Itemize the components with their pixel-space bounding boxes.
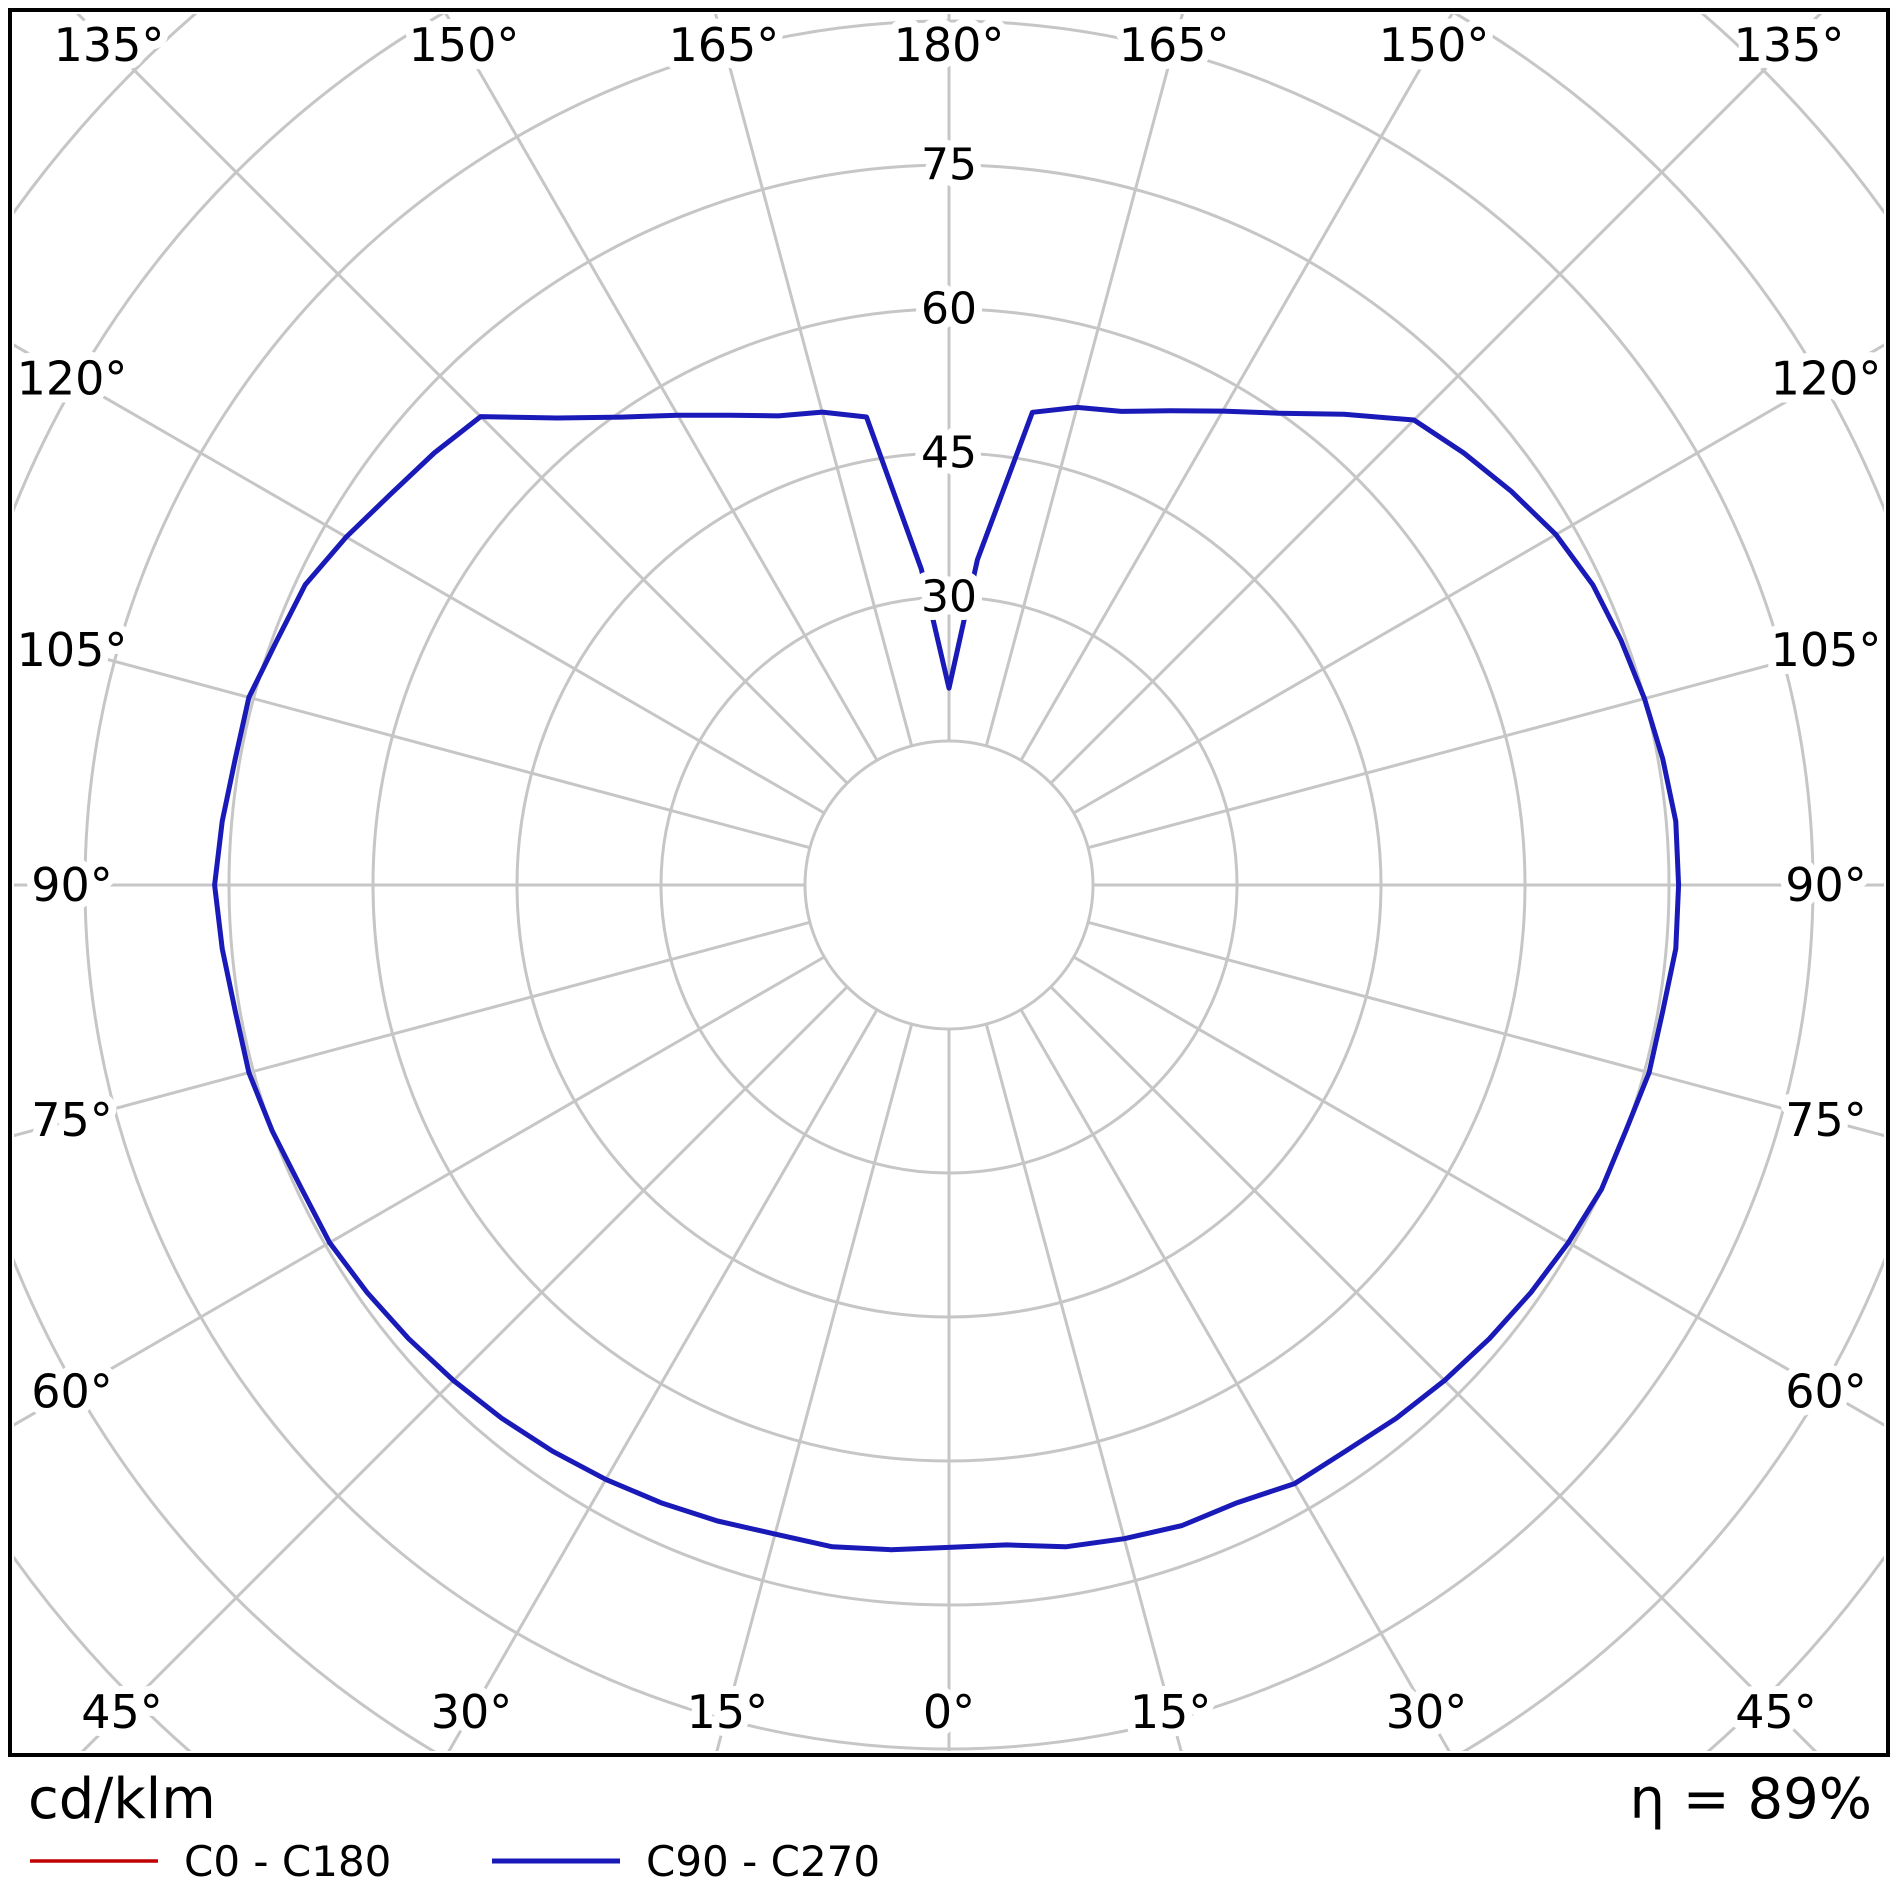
grid-spoke	[14, 920, 811, 1138]
angle-tick-label: 150°	[409, 18, 520, 72]
angle-tick-label: 45°	[1735, 1685, 1817, 1739]
chart-border	[8, 8, 1890, 1757]
grid-spoke	[1019, 1008, 1451, 1751]
angle-tick-label: 165°	[668, 18, 779, 72]
angle-tick-label: 90°	[31, 858, 113, 912]
angle-tick-label: 135°	[1734, 18, 1845, 72]
grid-spoke	[715, 1023, 914, 1751]
angle-tick-label: 135°	[54, 18, 165, 72]
angle-tick-label: 165°	[1119, 18, 1230, 72]
angle-tick-label: 75°	[1785, 1093, 1867, 1147]
grid-spoke	[1072, 343, 1884, 815]
grid-spoke	[714, 14, 914, 747]
grid-spoke	[1049, 985, 1818, 1751]
angle-tick-label: 75°	[31, 1093, 113, 1147]
grid-spoke	[75, 14, 849, 785]
curves	[212, 404, 1682, 1553]
grid-spoke	[984, 14, 1184, 747]
grid-spoke	[80, 985, 849, 1751]
angle-tick-label: 150°	[1379, 18, 1490, 72]
legend: C0 - C180 C90 - C270	[30, 1837, 880, 1886]
angle-tick-label: 30°	[1386, 1685, 1468, 1739]
radial-tick-label: 45	[921, 428, 977, 479]
grid-spoke	[1087, 920, 1884, 1138]
grid-spoke	[14, 343, 826, 815]
radial-tick-label: 60	[921, 284, 977, 335]
angle-tick-label: 120°	[1771, 352, 1882, 406]
grid-spoke	[444, 14, 879, 762]
efficiency-value: η = 89%	[1630, 1767, 1872, 1832]
grid-spoke	[1072, 955, 1884, 1427]
angle-tick-label: 0°	[923, 1685, 975, 1739]
angle-tick-label: 90°	[1785, 858, 1867, 912]
angle-tick-label: 105°	[17, 623, 128, 677]
grid-spoke	[14, 632, 811, 850]
grid-spoke	[14, 955, 826, 1427]
radial-tick-label: 75	[921, 140, 977, 191]
legend-label-c90-c270: C90 - C270	[646, 1837, 880, 1886]
angle-tick-label: 15°	[687, 1685, 769, 1739]
curve-c90-c270	[212, 404, 1682, 1553]
angle-tick-label: 60°	[31, 1364, 113, 1418]
grid-spoke	[984, 1023, 1183, 1751]
legend-label-c0-c180: C0 - C180	[184, 1837, 391, 1886]
angle-tick-label: 180°	[894, 18, 1005, 72]
grid-spoke	[1049, 14, 1823, 785]
grid-ring	[803, 739, 1095, 1031]
units-label: cd/klm	[28, 1767, 216, 1832]
axis-labels: 0° 15° 15° 30° 30° 45° 45° 60° 60° 75° 75° 90° 90° 10…	[9, 10, 1890, 1747]
angle-tick-label: 60°	[1785, 1364, 1867, 1418]
angle-tick-label: 15°	[1130, 1685, 1212, 1739]
grid-spoke	[1019, 14, 1454, 762]
angle-tick-label: 105°	[1771, 623, 1882, 677]
angle-tick-label: 120°	[17, 352, 128, 406]
angle-tick-label: 30°	[431, 1685, 513, 1739]
grid-spoke	[447, 1008, 879, 1751]
angle-tick-label: 45°	[81, 1685, 163, 1739]
radial-tick-label: 30	[921, 572, 977, 623]
